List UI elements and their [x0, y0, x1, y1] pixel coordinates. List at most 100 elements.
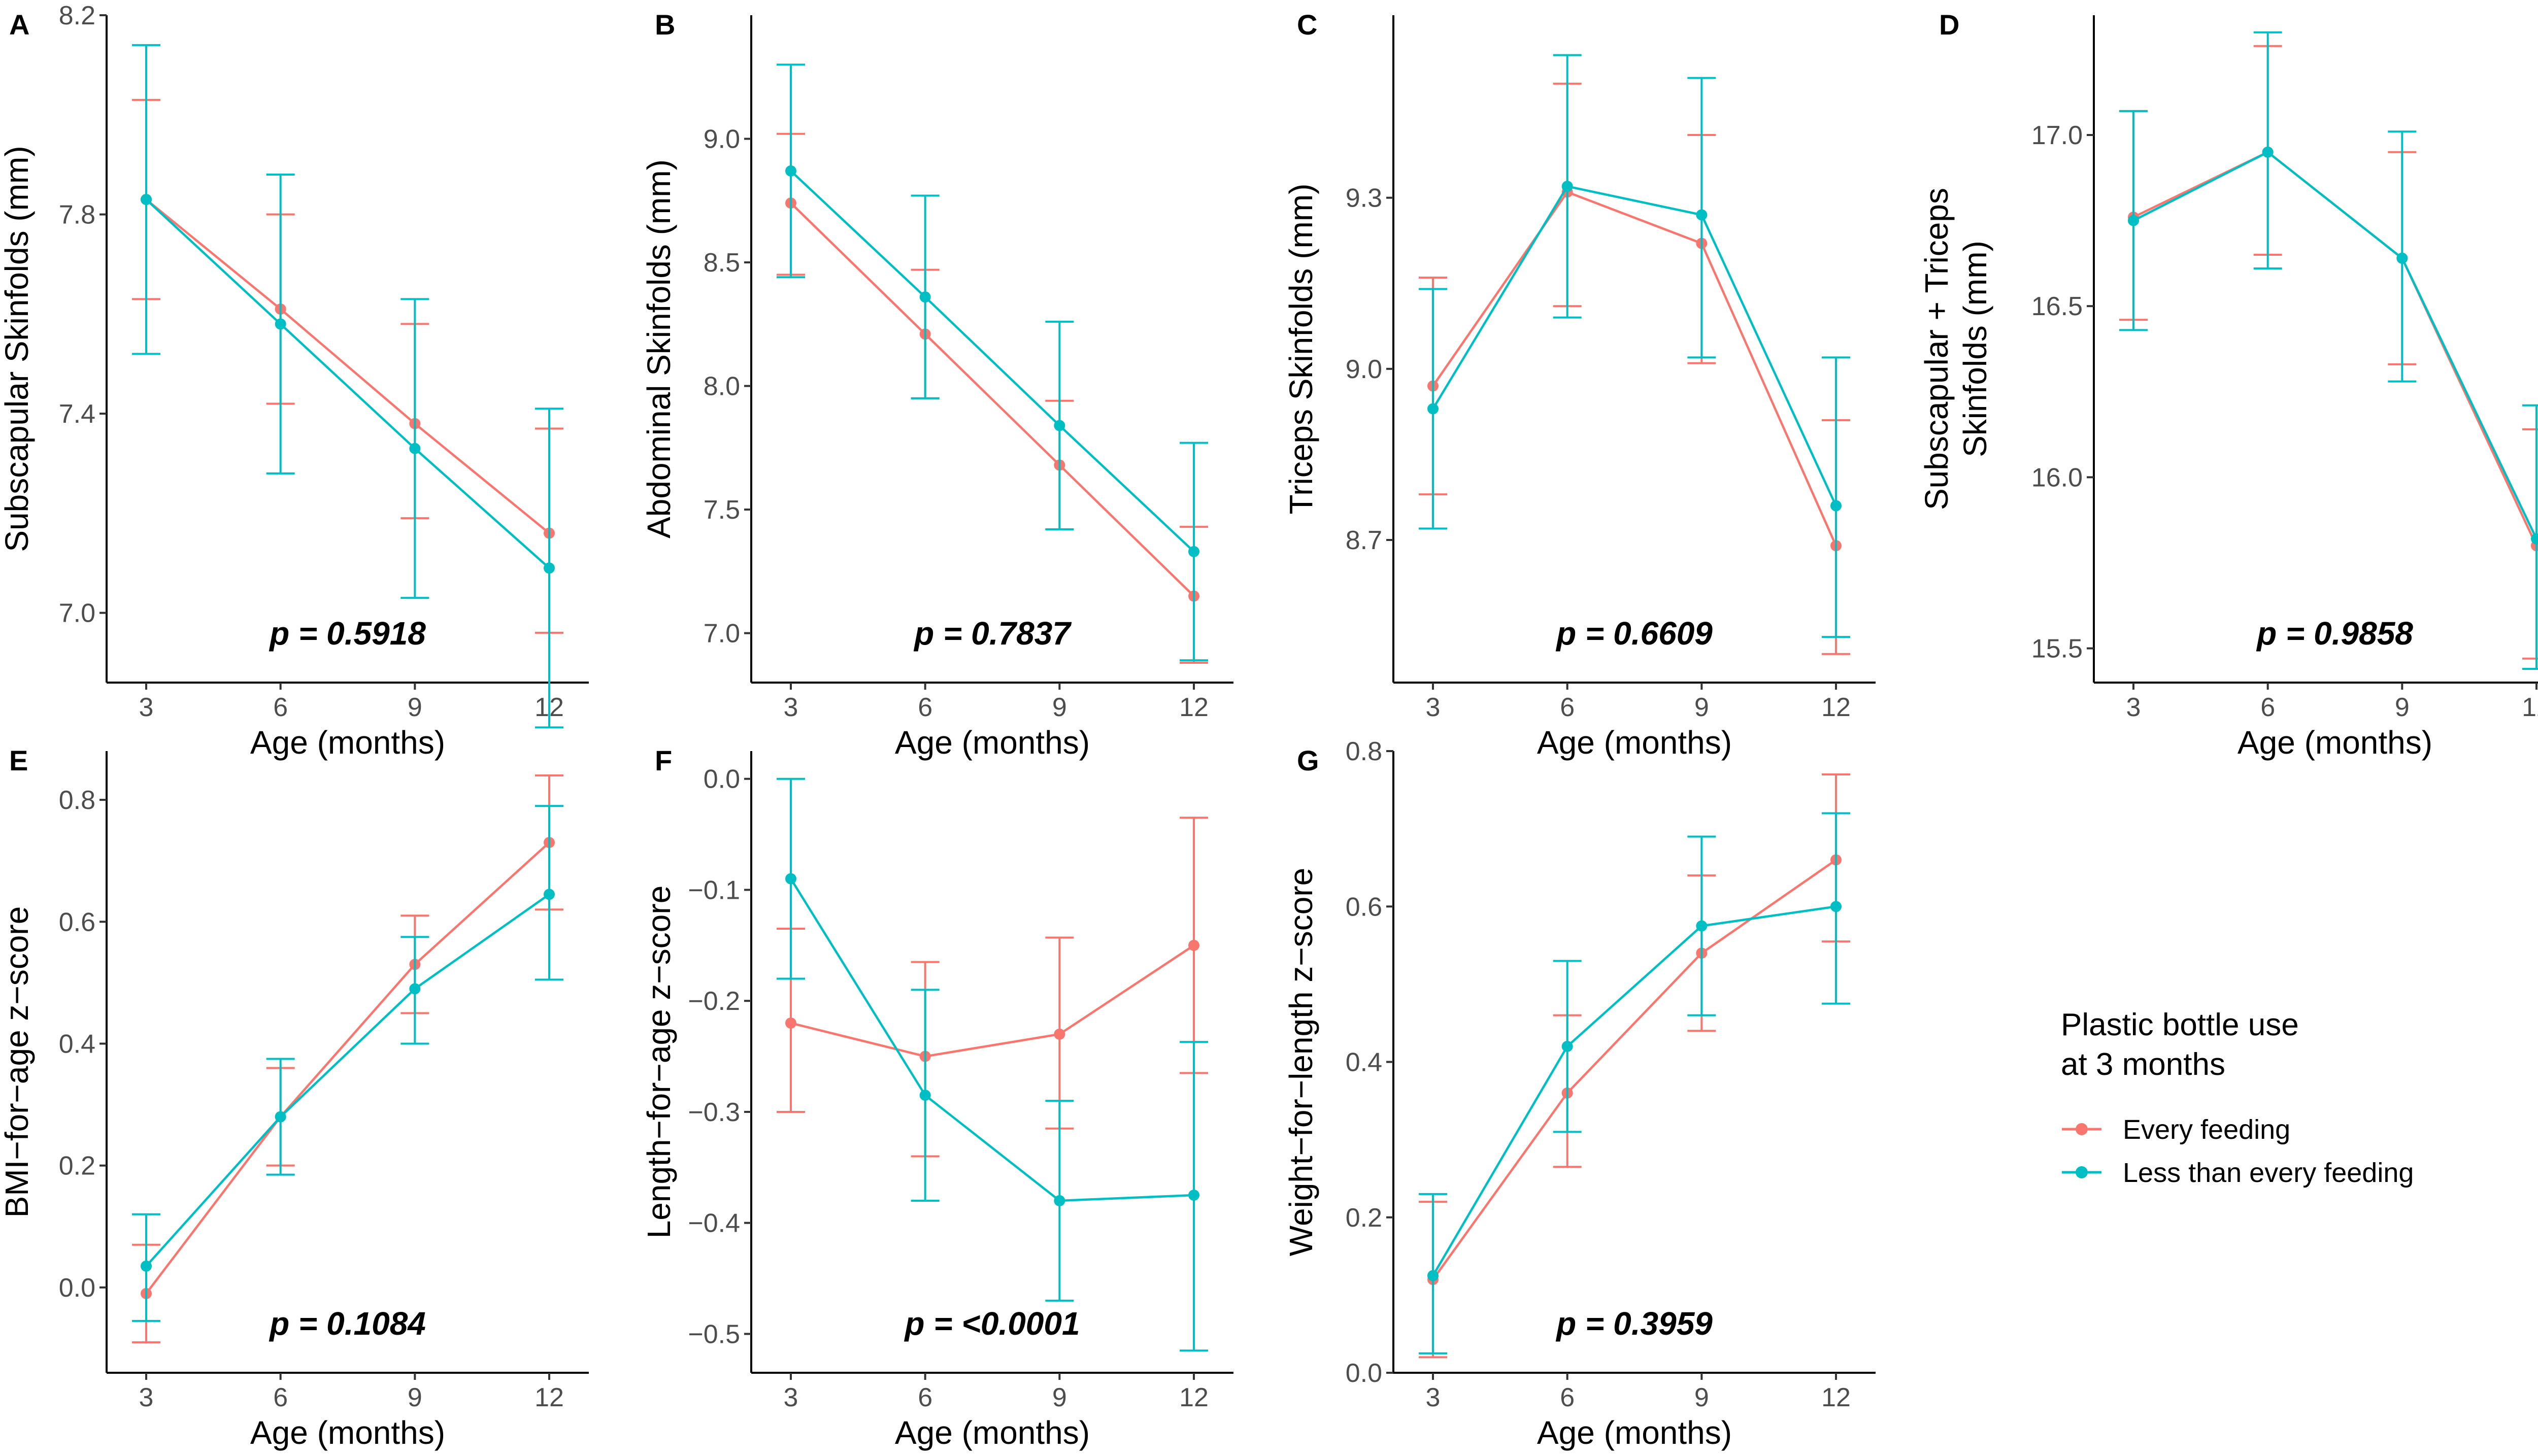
- data-point-less-than-every-feeding: [1054, 1195, 1065, 1206]
- p-value-f: p = <0.0001: [904, 1305, 1080, 1342]
- x-tick-label-f: 3: [784, 1383, 798, 1412]
- y-tick-label-g: 0.6: [1346, 892, 1382, 922]
- y-tick-label-a: 7.0: [59, 599, 95, 628]
- y-tick-label-b: 8.5: [704, 248, 740, 278]
- x-axis-title-e: Age (months): [250, 1414, 445, 1451]
- x-tick-label-e: 3: [139, 1383, 154, 1412]
- y-axis-title-d: Subscapular + Triceps: [1918, 188, 1955, 510]
- x-tick-label-g: 9: [1694, 1383, 1709, 1412]
- x-tick-label-f: 9: [1052, 1383, 1067, 1412]
- x-tick-label-e: 9: [408, 1383, 422, 1412]
- y-tick-label-g: 0.0: [1346, 1359, 1382, 1388]
- x-axis-title-f: Age (months): [895, 1414, 1090, 1451]
- x-axis-title-d: Age (months): [2238, 724, 2432, 761]
- x-axis-title-c: Age (months): [1537, 724, 1732, 761]
- y-tick-label-g: 0.2: [1346, 1203, 1382, 1233]
- p-value-b: p = 0.7837: [913, 615, 1072, 652]
- panel-letter-d: D: [1939, 9, 1959, 41]
- series-line-less-than-every-feeding: [2132, 151, 2538, 539]
- series-line-less-than-every-feeding: [790, 170, 1195, 553]
- data-point-less-than-every-feeding: [1188, 546, 1199, 557]
- series-line-less-than-every-feeding: [145, 198, 550, 569]
- y-axis-title-c: Triceps Skinfolds (mm): [1283, 184, 1319, 515]
- p-value-e: p = 0.1084: [269, 1305, 426, 1342]
- x-tick-label-a: 9: [408, 693, 422, 722]
- y-tick-label-d: 16.0: [2031, 463, 2083, 492]
- panel-g: G 0.0 0.2 0.4 0.6 0.8 3 6 9 12 Age (months) Weight−…: [1283, 737, 1876, 1451]
- x-tick-label-c: 12: [1821, 693, 1851, 722]
- data-point-less-than-every-feeding: [919, 1090, 931, 1101]
- x-axis-title-a: Age (months): [250, 724, 445, 761]
- y-tick-label-b: 7.5: [704, 495, 740, 525]
- legend-label-less-than-every-feeding: Less than every feeding: [2123, 1158, 2414, 1188]
- x-tick-label-g: 12: [1821, 1383, 1851, 1412]
- data-point-less-than-every-feeding: [2128, 215, 2139, 226]
- y-tick-label-c: 9.3: [1346, 184, 1382, 213]
- y-tick-label-e: 0.0: [59, 1273, 95, 1303]
- y-tick-label-a: 7.4: [59, 399, 95, 429]
- x-axis-title-g: Age (months): [1537, 1414, 1732, 1451]
- data-point-less-than-every-feeding: [275, 318, 286, 330]
- series-line-every-feeding: [145, 841, 550, 1295]
- legend-label-every-feeding: Every feeding: [2123, 1114, 2290, 1145]
- panel-f: F −0.5 −0.4 −0.3 −0.2 −0.1 0.0 3 6 9 12 Age (months…: [641, 744, 1233, 1451]
- data-point-less-than-every-feeding: [1427, 1270, 1439, 1281]
- data-point-less-than-every-feeding: [1830, 901, 1842, 912]
- x-tick-label-b: 12: [1179, 693, 1209, 722]
- y-tick-label-f: 0.0: [704, 765, 740, 794]
- series-line-every-feeding: [1432, 190, 1838, 547]
- y-axis-title-g: Weight−for−length z−score: [1283, 868, 1319, 1257]
- data-point-less-than-every-feeding: [1054, 420, 1065, 431]
- x-tick-label-b: 9: [1052, 693, 1067, 722]
- data-point-less-than-every-feeding: [785, 873, 796, 885]
- y-tick-label-b: 9.0: [704, 125, 740, 154]
- x-tick-label-c: 3: [1426, 693, 1441, 722]
- legend-title-line1: Plastic bottle use: [2061, 1007, 2299, 1042]
- panel-letter-c: C: [1297, 9, 1317, 41]
- data-point-less-than-every-feeding: [2531, 533, 2538, 545]
- x-tick-label-g: 6: [1560, 1383, 1575, 1412]
- x-tick-label-a: 6: [273, 693, 288, 722]
- data-point-less-than-every-feeding: [1561, 181, 1573, 192]
- x-tick-label-a: 3: [139, 693, 154, 722]
- data-point-less-than-every-feeding: [785, 165, 796, 177]
- series-line-every-feeding: [2133, 151, 2538, 547]
- series-line-every-feeding: [790, 944, 1195, 1058]
- panel-letter-f: F: [655, 744, 672, 776]
- y-tick-label-a: 8.2: [59, 1, 95, 30]
- data-point-less-than-every-feeding: [409, 983, 421, 995]
- legend-key-less-than-every-feeding-dot: [2076, 1166, 2088, 1178]
- y-tick-label-c: 9.0: [1346, 355, 1382, 384]
- data-point-every-feeding: [1188, 939, 1199, 951]
- y-axis-title-a: Subscapular Skinfolds (mm): [0, 146, 35, 552]
- y-axis-title-b: Abdominal Skinfolds (mm): [641, 159, 677, 538]
- y-tick-label-e: 0.4: [59, 1029, 95, 1059]
- panel-letter-b: B: [655, 9, 675, 41]
- y-tick-label-f: −0.4: [688, 1209, 740, 1238]
- x-tick-label-e: 6: [273, 1383, 288, 1412]
- x-tick-label-d: 3: [2126, 693, 2141, 722]
- x-tick-label-f: 6: [918, 1383, 932, 1412]
- y-tick-label-e: 0.6: [59, 907, 95, 937]
- x-axis-title-b: Age (months): [895, 724, 1090, 761]
- series-line-every-feeding: [790, 202, 1195, 597]
- x-tick-label-b: 6: [918, 693, 932, 722]
- y-tick-label-f: −0.5: [688, 1319, 740, 1349]
- y-tick-label-g: 0.8: [1346, 737, 1382, 766]
- x-tick-label-c: 9: [1694, 693, 1709, 722]
- panel-b: B 7.0 7.5 8.0 8.5 9.0 3 6 9 12 Age (months) Abdomin…: [641, 9, 1233, 761]
- data-point-less-than-every-feeding: [275, 1111, 286, 1123]
- x-tick-label-c: 6: [1560, 693, 1575, 722]
- data-point-less-than-every-feeding: [1696, 209, 1708, 221]
- y-tick-label-e: 0.2: [59, 1152, 95, 1181]
- panel-d: D 15.5 16.0 16.5 17.0 3 6 9 12 Age (months) Subsca…: [1918, 9, 2538, 761]
- series-line-less-than-every-feeding: [145, 893, 550, 1267]
- legend-title-line2: at 3 months: [2061, 1047, 2225, 1082]
- y-tick-label-d: 17.0: [2031, 121, 2083, 150]
- y-tick-label-f: −0.2: [688, 987, 740, 1016]
- y-tick-label-f: −0.1: [688, 875, 740, 905]
- p-value-g: p = 0.3959: [1555, 1305, 1713, 1342]
